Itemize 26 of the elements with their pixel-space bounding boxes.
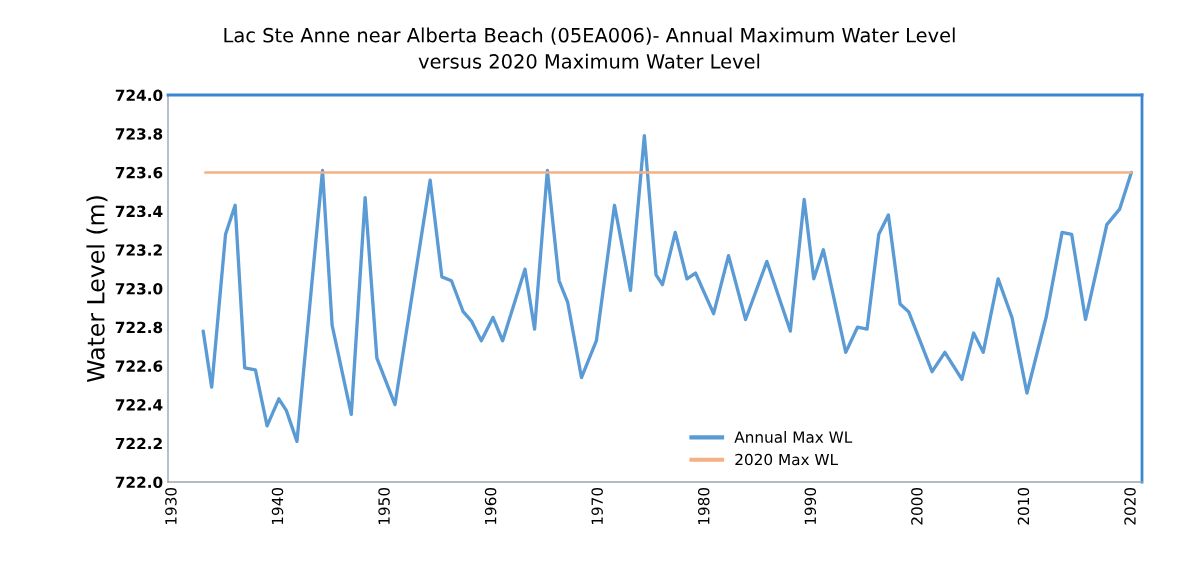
legend-label: Annual Max WL (734, 431, 853, 443)
legend-label: 2020 Max WL (735, 453, 838, 466)
line-series (201, 133, 1134, 444)
y-tick-label: 724.0 (115, 89, 163, 102)
y-tick-label: 723.4 (115, 205, 163, 218)
x-tick-label: 2010 (1017, 487, 1030, 525)
y-tick-label: 722.2 (115, 437, 162, 450)
y-tick-label: 723.8 (115, 128, 163, 140)
y-tick-label: 722.4 (115, 399, 163, 411)
x-tick-label: 1930 (165, 487, 177, 525)
x-tick-label: 1970 (591, 487, 603, 525)
x-tick-label: 1950 (378, 487, 390, 525)
y-tick-label: 723.6 (115, 166, 163, 179)
y-tick-label: 722.6 (115, 360, 163, 372)
y-tick-label: 723.2 (115, 244, 162, 256)
y-tick-label: 723.0 (115, 282, 163, 295)
x-tick-label: 1980 (697, 487, 710, 525)
x-tick-label: 1960 (484, 487, 497, 525)
x-tick-label: 1990 (804, 487, 817, 525)
chart-title: Lac Ste Anne near Alberta Beach (05EA006)- Annual Maximum Water Level versus 2020 Maximum Water Level (224, 27, 955, 69)
y-tick-label: 722.8 (115, 321, 163, 334)
y-tick-label: 722.0 (115, 476, 163, 489)
x-tick-label: 1940 (271, 487, 284, 525)
x-tick-label: 2020 (1124, 487, 1136, 525)
x-tick-label: 2000 (911, 487, 923, 525)
y-axis-title: Water Level (m) (86, 196, 108, 382)
